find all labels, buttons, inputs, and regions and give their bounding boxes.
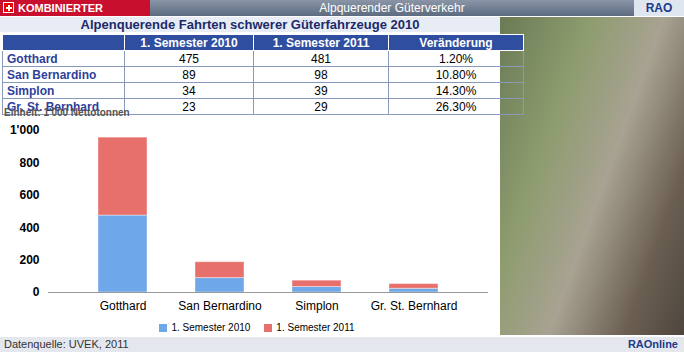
svg-text:Simplon: Simplon [295, 299, 338, 313]
html-text:23: 23 [182, 99, 196, 114]
svg-text:San Bernardino: San Bernardino [178, 299, 262, 313]
html-text:Gotthard: Gotthard [7, 51, 58, 66]
svg-text:Gotthard: Gotthard [100, 299, 147, 313]
html-text:1. Semester 2011: 1. Semester 2011 [272, 35, 370, 50]
html-text:26.30%: 26.30% [435, 99, 477, 114]
svg-text:200: 200 [19, 253, 39, 267]
html-text:10.80%: 10.80% [435, 67, 477, 82]
svg-text:600: 600 [19, 188, 39, 202]
html-text:Veränderung: Veränderung [419, 35, 493, 50]
html-text:39: 39 [314, 83, 328, 98]
html-text:1. Semester 2010: 1. Semester 2010 [140, 35, 238, 50]
html-text:1. Semester 2010: 1. Semester 2010 [171, 322, 251, 333]
html-text:89: 89 [182, 67, 196, 82]
html-text:RAOnline: RAOnline [627, 338, 678, 350]
html-text:San Bernardino: San Bernardino [7, 67, 97, 82]
html-text:KOMBINIERTER VERKEHR: KOMBINIERTER VERKEHR [0, 2, 103, 30]
html-text:Datenquelle: UVEK, 2011: Datenquelle: UVEK, 2011 [4, 338, 129, 350]
html-text:Alpenquerende Fahrten schwerer: Alpenquerende Fahrten schwerer Güterfahr… [80, 17, 420, 32]
html-text:14.30%: 14.30% [435, 83, 477, 98]
html-text:481: 481 [311, 51, 331, 66]
html-text:475: 475 [179, 51, 199, 66]
svg-text:0: 0 [33, 285, 40, 299]
svg-text:Gr. St. Bernhard: Gr. St. Bernhard [371, 299, 458, 313]
html-text:29: 29 [314, 99, 328, 114]
html-text:Einheit: 1'000 Nettotonnen: Einheit: 1'000 Nettotonnen [4, 107, 130, 118]
html-text:34: 34 [182, 83, 196, 98]
html-text:98: 98 [314, 67, 328, 82]
svg-text:800: 800 [19, 156, 39, 170]
html-text:RAO: RAO [645, 1, 673, 15]
html-text:1. Semester 2011: 1. Semester 2011 [276, 322, 355, 333]
svg-text:400: 400 [19, 221, 39, 235]
html-text:Simplon: Simplon [7, 83, 55, 98]
svg-text:1'000: 1'000 [10, 123, 40, 137]
html-text:1.20%: 1.20% [439, 51, 473, 66]
html-text:Gr. St. Bernhard: Gr. St. Bernhard [7, 99, 99, 114]
html-text:Alpquerender Güterverkehr: Alpquerender Güterverkehr [319, 1, 465, 15]
